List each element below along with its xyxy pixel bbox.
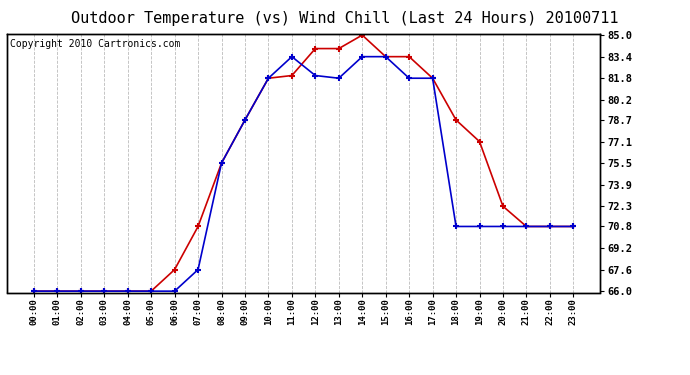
Text: Copyright 2010 Cartronics.com: Copyright 2010 Cartronics.com — [10, 39, 180, 49]
Text: Outdoor Temperature (vs) Wind Chill (Last 24 Hours) 20100711: Outdoor Temperature (vs) Wind Chill (Las… — [71, 11, 619, 26]
